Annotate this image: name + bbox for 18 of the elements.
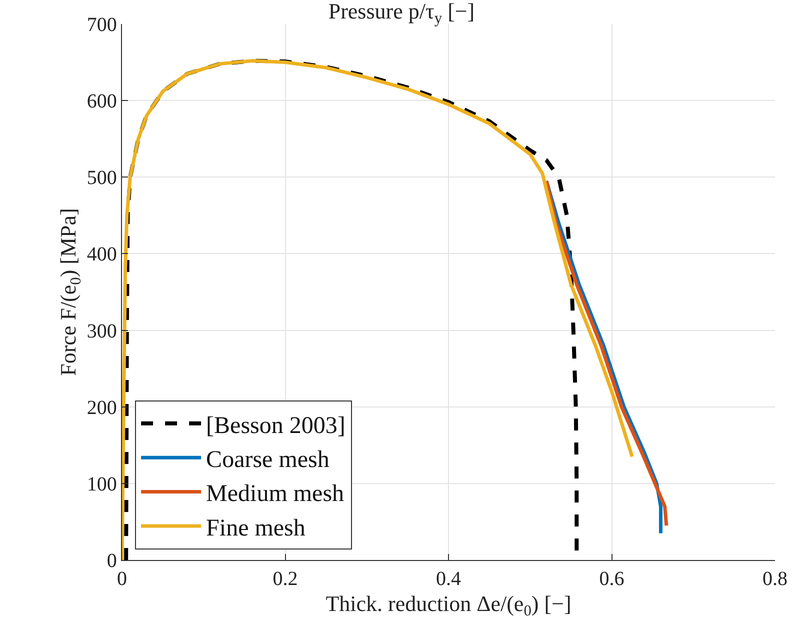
x-tick-label: 0.6 bbox=[599, 568, 624, 590]
legend-label: Medium mesh bbox=[206, 481, 344, 508]
y-tick-label: 300 bbox=[86, 320, 117, 342]
legend-label: Coarse mesh bbox=[206, 446, 330, 473]
y-tick-label: 400 bbox=[86, 244, 117, 266]
chart-title: Pressure p/τ$_{y}$ [−] bbox=[328, 0, 475, 28]
x-tick-label: 0.4 bbox=[436, 568, 461, 590]
y-tick-label: 100 bbox=[86, 473, 117, 496]
y-tick-label: 200 bbox=[86, 396, 117, 419]
legend-label: Fine mesh bbox=[206, 515, 306, 542]
y-tick-label: 500 bbox=[86, 167, 117, 190]
y-tick-label: 0 bbox=[106, 550, 117, 572]
x-axis-title: Thick. reduction Δe/(e$_{0}$) [−] bbox=[326, 591, 572, 620]
y-tick-label: 600 bbox=[86, 90, 117, 113]
x-tick-label: 0.2 bbox=[272, 568, 298, 590]
x-tick-label: 0.8 bbox=[762, 568, 788, 590]
y-tick-label: 700 bbox=[86, 14, 117, 36]
legend-label: [Besson 2003] bbox=[206, 412, 346, 439]
